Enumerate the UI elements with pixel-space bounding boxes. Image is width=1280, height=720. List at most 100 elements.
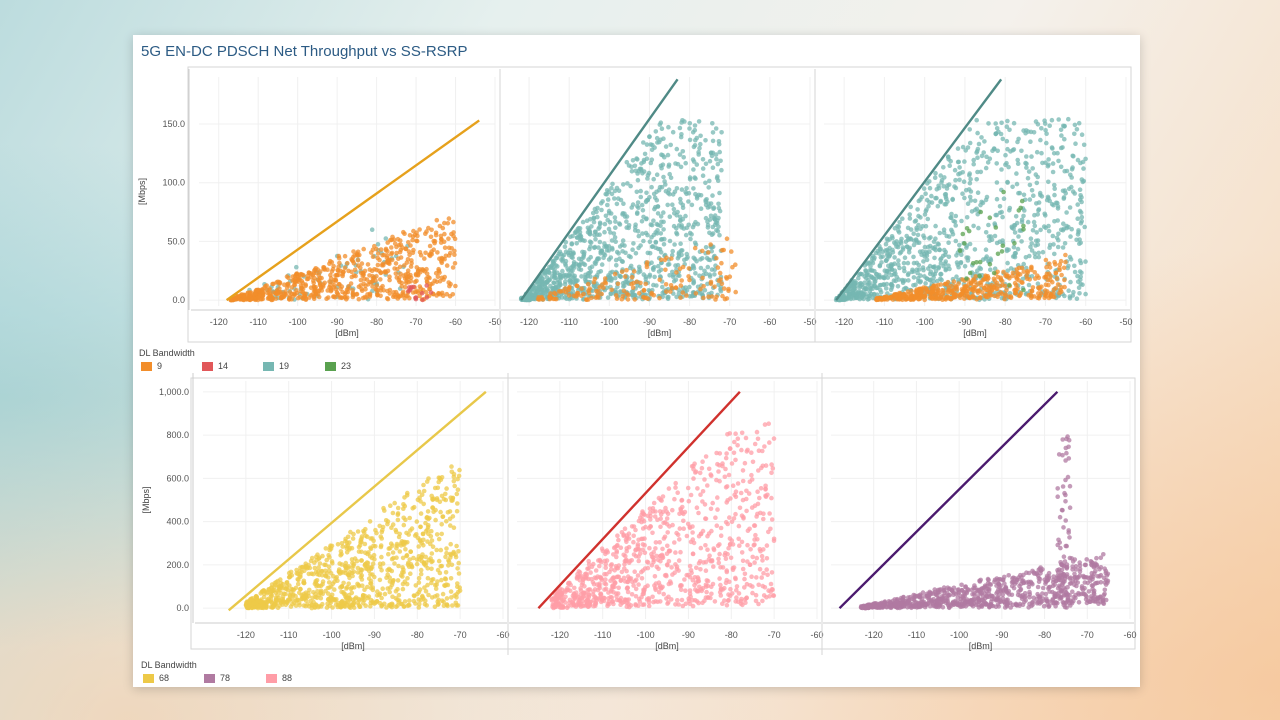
data-point [400,586,406,592]
data-point [400,245,405,250]
data-point [350,573,355,579]
data-point [539,290,544,296]
data-point [674,186,680,191]
data-point [297,574,302,579]
scatter-chart-4: -120 -110 -100 -90 -80 -70 -60[dBm]0.0200.0400… [141,373,510,651]
data-point [670,129,676,135]
data-point [261,605,266,611]
data-point [1044,140,1049,146]
data-point [638,243,643,248]
data-point [1031,130,1037,135]
data-point [924,253,930,259]
data-point [402,539,407,545]
data-point [667,214,673,219]
data-point [620,238,626,243]
data-point [370,247,376,253]
data-point [400,565,405,570]
data-point [715,178,721,183]
data-point [883,258,889,263]
data-point [1012,241,1017,246]
data-point [605,202,610,208]
data-point [641,294,646,300]
data-point [268,293,274,299]
data-point [1021,269,1027,274]
data-point [887,245,892,251]
x-tick-label: -80 [999,317,1012,327]
data-point [954,274,959,279]
data-point [291,293,296,298]
data-point [735,436,741,442]
data-point [662,154,667,160]
data-point [1064,168,1070,174]
data-point [365,262,371,267]
data-point [294,271,300,276]
data-point [1013,214,1019,219]
x-tick-label: -80 [683,317,696,327]
data-point [608,291,614,297]
data-point [903,239,909,244]
data-point [960,191,965,196]
data-point [666,124,671,130]
data-point [375,262,381,268]
data-point [1032,223,1038,229]
data-point [405,490,410,496]
data-point [707,217,713,222]
data-point [627,265,633,271]
data-point [651,282,656,288]
data-point [680,205,686,211]
data-point [293,598,299,604]
data-point [591,279,597,285]
data-point [679,187,685,192]
data-point [709,267,715,272]
data-point [907,216,913,221]
data-point [686,222,691,228]
data-point [1010,184,1015,190]
data-point [942,192,948,197]
data-point [680,264,686,270]
data-point [1001,189,1006,195]
data-point [851,291,857,297]
data-point [397,249,403,255]
data-point [733,262,738,267]
data-point [610,181,615,187]
data-point [553,291,558,297]
data-point [448,523,453,528]
data-point [417,601,422,607]
data-point [357,598,362,603]
data-point [656,139,662,145]
data-point [656,263,661,269]
data-point [716,201,721,207]
data-point [657,295,662,301]
data-point [644,216,649,221]
data-point [403,547,408,552]
data-point [647,545,652,551]
data-point [456,560,462,566]
data-point [572,265,577,270]
data-point [644,198,649,203]
data-point [645,232,650,238]
data-point [373,278,378,283]
data-point [962,241,967,246]
data-point [983,197,989,203]
data-point [1021,192,1027,198]
data-point [598,269,604,274]
data-point [1059,289,1064,294]
data-point [719,260,724,266]
data-point [635,177,641,183]
data-point [377,577,383,583]
data-point [697,145,702,151]
data-point [1077,197,1083,203]
data-point [690,263,696,268]
data-point [1026,282,1032,288]
data-point [597,563,602,569]
data-point [455,487,461,493]
data-point [1047,245,1052,250]
data-point [705,281,710,287]
data-point [942,202,947,207]
data-point [346,268,351,274]
data-point [911,260,917,266]
data-point [335,291,340,296]
data-point [563,279,568,284]
data-point [580,219,586,225]
data-point [715,161,721,167]
